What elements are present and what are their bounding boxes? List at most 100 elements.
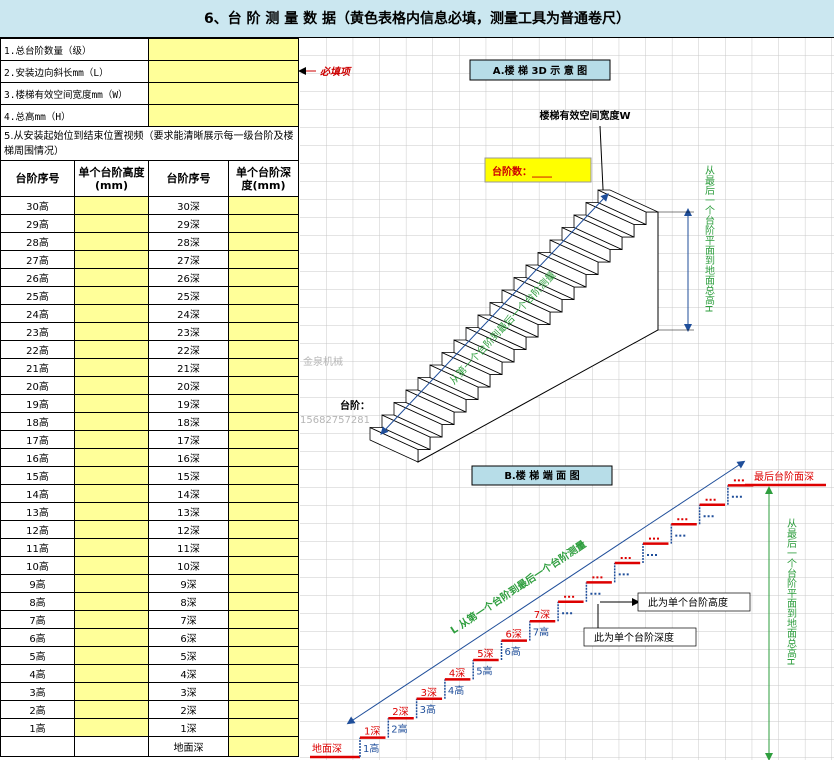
input-cell[interactable] — [74, 286, 149, 305]
input-cell[interactable] — [228, 682, 299, 701]
input-cell[interactable] — [228, 736, 299, 757]
row-depth-label: 4深 — [148, 664, 229, 683]
input-cell[interactable] — [74, 682, 149, 701]
depth-note: 此为单个台阶深度 — [594, 631, 674, 644]
input-cell[interactable] — [228, 250, 299, 269]
input-cell[interactable] — [228, 538, 299, 557]
input-cell[interactable] — [74, 268, 149, 287]
input-cell[interactable] — [74, 232, 149, 251]
row-depth-label: 1深 — [148, 718, 229, 737]
input-cell[interactable] — [228, 394, 299, 413]
input-cell[interactable] — [74, 340, 149, 359]
empty-cell — [74, 736, 149, 757]
input-cell[interactable] — [74, 394, 149, 413]
input-cell[interactable] — [228, 520, 299, 539]
input-cell[interactable] — [74, 628, 149, 647]
input-cell[interactable] — [74, 214, 149, 233]
input-cell[interactable] — [148, 104, 299, 127]
step-height-label: 4高 — [448, 684, 464, 697]
input-cell[interactable] — [74, 196, 149, 215]
input-cell[interactable] — [228, 214, 299, 233]
row-depth-label: 24深 — [148, 304, 229, 323]
row-height-label: 5高 — [0, 646, 75, 665]
input-cell[interactable] — [74, 322, 149, 341]
input-cell[interactable] — [228, 412, 299, 431]
input-cell[interactable] — [74, 592, 149, 611]
input-cell[interactable] — [74, 250, 149, 269]
input-cell[interactable] — [148, 38, 299, 61]
row-depth-label: 19深 — [148, 394, 229, 413]
input-cell[interactable] — [74, 646, 149, 665]
input-cell[interactable] — [228, 376, 299, 395]
row-depth-label: 29深 — [148, 214, 229, 233]
input-cell[interactable] — [228, 466, 299, 485]
input-cell[interactable] — [74, 304, 149, 323]
input-cell[interactable] — [74, 502, 149, 521]
required-note: 必填项 — [320, 66, 352, 78]
input-cell[interactable] — [228, 484, 299, 503]
input-cell[interactable] — [74, 574, 149, 593]
input-cell[interactable] — [74, 430, 149, 449]
row-depth-label: 21深 — [148, 358, 229, 377]
input-cell[interactable] — [74, 484, 149, 503]
row-depth-label: 9深 — [148, 574, 229, 593]
input-cell[interactable] — [228, 304, 299, 323]
input-cell[interactable] — [74, 448, 149, 467]
input-cell[interactable] — [74, 358, 149, 377]
input-cell[interactable] — [228, 430, 299, 449]
input-cell[interactable] — [228, 664, 299, 683]
field-label: 3.楼梯有效空间宽度mm（W） — [0, 82, 149, 105]
header-cell: 单个台阶深度(mm) — [228, 160, 299, 197]
input-cell[interactable] — [74, 664, 149, 683]
input-cell[interactable] — [74, 556, 149, 575]
input-cell[interactable] — [228, 448, 299, 467]
input-cell[interactable] — [74, 376, 149, 395]
input-cell[interactable] — [74, 538, 149, 557]
row-height-label: 16高 — [0, 448, 75, 467]
input-cell[interactable] — [74, 466, 149, 485]
input-cell[interactable] — [74, 718, 149, 737]
row-depth-label: 15深 — [148, 466, 229, 485]
step-height-label: 5高 — [476, 664, 492, 677]
row-height-label: 24高 — [0, 304, 75, 323]
row-height-label: 23高 — [0, 322, 75, 341]
step-height-label: 1高 — [363, 742, 379, 755]
input-cell[interactable] — [228, 196, 299, 215]
input-cell[interactable] — [228, 556, 299, 575]
input-cell[interactable] — [228, 268, 299, 287]
input-cell[interactable] — [228, 718, 299, 737]
input-cell[interactable] — [148, 82, 299, 105]
row-depth-label: 25深 — [148, 286, 229, 305]
input-cell[interactable] — [228, 700, 299, 719]
input-cell[interactable] — [148, 60, 299, 83]
input-cell[interactable] — [228, 610, 299, 629]
ground-label: 地面深 — [148, 736, 229, 757]
input-cell[interactable] — [228, 322, 299, 341]
field-label: 4.总高mm（H） — [0, 104, 149, 127]
row-height-label: 26高 — [0, 268, 75, 287]
input-cell[interactable] — [228, 232, 299, 251]
input-cell[interactable] — [228, 358, 299, 377]
input-cell[interactable] — [74, 412, 149, 431]
watermark-phone: 15682757281 — [300, 415, 370, 426]
input-cell[interactable] — [74, 520, 149, 539]
input-cell[interactable] — [228, 592, 299, 611]
input-cell[interactable] — [228, 286, 299, 305]
input-cell[interactable] — [228, 646, 299, 665]
input-cell[interactable] — [74, 700, 149, 719]
step-depth-label: 5深 — [477, 648, 493, 660]
input-cell[interactable] — [228, 502, 299, 521]
note-box — [583, 627, 697, 647]
row-depth-label: 20深 — [148, 376, 229, 395]
row-height-label: 12高 — [0, 520, 75, 539]
field-label: 2.安装边向斜长mm（L） — [0, 60, 149, 83]
step-height-label: 3高 — [420, 703, 436, 716]
input-cell[interactable] — [228, 574, 299, 593]
row-height-label: 6高 — [0, 628, 75, 647]
input-cell[interactable] — [228, 340, 299, 359]
row-height-label: 28高 — [0, 232, 75, 251]
diagram-title: B.楼 梯 端 面 图 — [504, 469, 579, 482]
input-cell[interactable] — [228, 628, 299, 647]
input-cell[interactable] — [74, 610, 149, 629]
